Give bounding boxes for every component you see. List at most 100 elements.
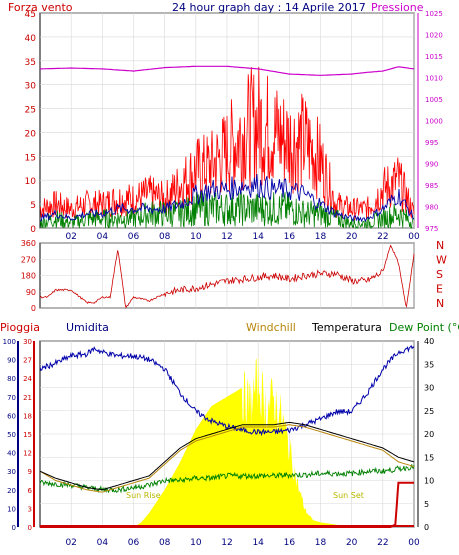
- direction-series: [39, 244, 415, 309]
- temperature-x-tick-label: 14: [252, 538, 264, 548]
- temperature-x-tick-label: 00: [408, 538, 420, 548]
- rain-tick-label: 21: [23, 394, 32, 402]
- wind-panel-grid: [40, 12, 415, 229]
- wind-tick-label: 30: [25, 82, 37, 92]
- rain-tick-label: 0: [28, 524, 32, 532]
- direction-tick-label: 180: [21, 272, 36, 281]
- pressure-tick-label: 990: [425, 161, 438, 169]
- wind-panel-series: [39, 65, 415, 230]
- humidity-tick-label: 80: [7, 375, 16, 383]
- wind-x-tick-label: 02: [65, 232, 76, 242]
- compass-label: W: [436, 254, 447, 267]
- humidity-tick-label: 90: [7, 357, 16, 365]
- temperature-series: [39, 421, 415, 491]
- compass-label: E: [436, 283, 443, 296]
- wind-left-axis: 0 5 10 15 20 25 30 35 40 45: [25, 10, 37, 235]
- wind-x-axis: 02 04 06 08 10 12 14 16 18 20 22 00: [65, 232, 420, 242]
- direction-tick-label: 0: [31, 304, 36, 313]
- gust-series: [39, 66, 415, 221]
- temperature-axis: 0 5 10 15 20 25 30 35 40: [424, 337, 434, 532]
- direction-tick-label: 270: [21, 255, 36, 264]
- direction-tick-label: 360: [21, 239, 36, 248]
- wind-x-tick-label: 14: [252, 232, 264, 242]
- rain-label: Pioggia: [0, 321, 40, 334]
- temperature-tick-label: 0: [424, 523, 429, 532]
- temperature-panel-series: [39, 344, 415, 528]
- temperature-panel-grid: [40, 340, 415, 528]
- wind-tick-label: 20: [25, 129, 37, 139]
- wind-tick-label: 5: [30, 201, 36, 211]
- rain-tick-label: 30: [23, 338, 32, 346]
- humidity-tick-label: 60: [7, 412, 16, 420]
- pressure-tick-label: 1010: [425, 75, 443, 83]
- humidity-tick-label: 50: [7, 431, 16, 439]
- dew-point-label: Dew Point (°C: [389, 321, 459, 334]
- rain-axis: 0 3 6 9 12 15 18 21 24 27 30: [23, 338, 32, 532]
- wind-tick-label: 25: [25, 106, 36, 116]
- direction-panel-series: [39, 244, 415, 309]
- wind-tick-label: 15: [25, 153, 36, 163]
- humidity-tick-label: 100: [3, 338, 16, 346]
- pressure-tick-label: 1000: [425, 118, 443, 126]
- pressure-tick-label: 980: [425, 204, 438, 212]
- rain-tick-label: 15: [23, 431, 32, 439]
- wind-x-tick-label: 18: [315, 232, 327, 242]
- temperature-tick-label: 20: [424, 430, 434, 439]
- wind-tick-label: 35: [25, 58, 36, 68]
- pressure-tick-label: 1025: [425, 10, 443, 18]
- humidity-series: [39, 344, 415, 437]
- temperature-tick-label: 35: [424, 360, 434, 369]
- pressure-tick-label: 995: [425, 139, 438, 147]
- wind-x-tick-label: 20: [346, 232, 358, 242]
- compass-label: N: [436, 297, 444, 310]
- temperature-x-tick-label: 16: [284, 538, 296, 548]
- temperature-x-tick-label: 08: [159, 538, 171, 548]
- pressure-tick-label: 1020: [425, 32, 443, 40]
- pressure-tick-label: 1005: [425, 96, 443, 104]
- sunrise-annotation: Sun Rise: [126, 491, 161, 500]
- windchill-series: [39, 424, 415, 493]
- direction-left-axis: 0 90 180 270 360: [21, 239, 36, 313]
- humidity-tick-label: 0: [12, 524, 16, 532]
- wind-x-tick-label: 22: [377, 232, 388, 242]
- wind-x-tick-label: 00: [408, 232, 420, 242]
- temperature-tick-label: 25: [424, 407, 434, 416]
- wind-tick-label: 10: [25, 177, 37, 187]
- wind-x-tick-label: 06: [128, 232, 140, 242]
- pressure-right-axis: 975 980 985 990 995 1000 1005 1010 1015 1020 1025: [417, 10, 443, 233]
- humidity-tick-label: 10: [7, 505, 16, 513]
- rain-tick-label: 9: [28, 468, 32, 476]
- wind-x-tick-label: 16: [284, 232, 296, 242]
- page-title: 24 hour graph day : 14 Aprile 2017: [172, 1, 366, 14]
- rain-tick-label: 24: [23, 375, 32, 383]
- sunset-annotation: Sun Set: [333, 491, 364, 500]
- rain-tick-label: 12: [23, 450, 32, 458]
- humidity-tick-label: 30: [7, 468, 16, 476]
- temperature-tick-label: 40: [424, 337, 434, 346]
- rain-tick-label: 18: [23, 412, 32, 420]
- wind-tick-label: 0: [30, 225, 36, 235]
- wind-tick-label: 45: [25, 10, 36, 20]
- temperature-x-axis: 02 04 06 08 10 12 14 16 18 20 22 00: [65, 538, 420, 548]
- compass-label: S: [436, 268, 443, 281]
- temperature-x-tick-label: 20: [346, 538, 358, 548]
- wind-x-tick-label: 12: [221, 232, 232, 242]
- rain-tick-label: 6: [28, 487, 33, 495]
- wind-label: Forza vento: [8, 1, 73, 14]
- rain-tick-label: 27: [23, 357, 32, 365]
- humidity-axis: 0 10 20 30 40 50 60 70 80 90 100: [3, 338, 16, 532]
- dew-point-series: [39, 464, 415, 494]
- temperature-x-tick-label: 06: [128, 538, 140, 548]
- wind-x-tick-label: 08: [159, 232, 171, 242]
- humidity-tick-label: 40: [7, 450, 16, 458]
- humidity-tick-label: 70: [7, 394, 16, 402]
- wind-tick-label: 40: [25, 34, 37, 44]
- direction-tick-label: 90: [26, 288, 36, 297]
- pressure-tick-label: 1015: [425, 53, 443, 61]
- solar-area: [40, 354, 414, 527]
- avg-wind-series: [39, 173, 415, 223]
- pressure-tick-label: 985: [425, 182, 438, 190]
- windchill-label: Windchill: [246, 321, 296, 334]
